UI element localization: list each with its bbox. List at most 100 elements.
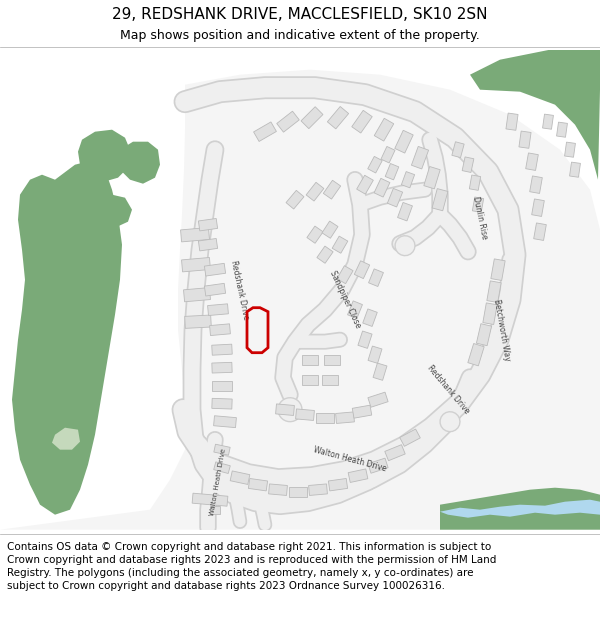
Bar (182, 258, 211, 272)
Bar (347, 301, 362, 319)
Bar (210, 506, 220, 514)
Bar (565, 142, 575, 158)
Bar (317, 246, 333, 263)
Bar (476, 324, 491, 346)
Text: Map shows position and indicative extent of the property.: Map shows position and indicative extent… (120, 29, 480, 42)
Bar (332, 236, 348, 253)
Bar (385, 444, 405, 461)
Polygon shape (440, 488, 600, 530)
Bar (302, 374, 318, 384)
Bar (289, 487, 307, 497)
Bar (363, 309, 377, 326)
Bar (322, 221, 338, 238)
Bar (368, 156, 382, 173)
Bar (328, 106, 349, 129)
Bar (302, 355, 318, 364)
Bar (398, 202, 412, 221)
Bar (308, 484, 328, 496)
Bar (400, 429, 420, 446)
Bar (358, 331, 372, 348)
Bar (214, 462, 230, 474)
Bar (395, 130, 413, 153)
Bar (368, 269, 383, 286)
Text: Betchworth Way: Betchworth Way (492, 298, 512, 361)
Text: Walton Heath Drive: Walton Heath Drive (209, 448, 227, 516)
Bar (468, 344, 484, 366)
Bar (542, 114, 553, 129)
Bar (557, 122, 568, 138)
Text: Redshank Drive: Redshank Drive (229, 259, 251, 320)
Bar (323, 180, 341, 199)
Polygon shape (97, 194, 132, 228)
Bar (526, 153, 538, 171)
Polygon shape (0, 69, 600, 530)
Bar (491, 259, 505, 281)
Bar (205, 283, 226, 296)
Bar (212, 381, 232, 391)
Bar (269, 484, 287, 496)
Bar (212, 398, 232, 409)
Bar (483, 303, 497, 324)
Bar (212, 344, 232, 355)
Bar (214, 444, 230, 455)
Bar (307, 226, 323, 243)
Bar (184, 288, 211, 302)
Bar (354, 261, 370, 279)
Bar (569, 162, 580, 177)
Bar (286, 191, 304, 209)
Bar (301, 107, 323, 129)
Bar (209, 324, 230, 336)
Bar (472, 197, 484, 212)
Text: 29, REDSHANK DRIVE, MACCLESFIELD, SK10 2SN: 29, REDSHANK DRIVE, MACCLESFIELD, SK10 2… (112, 6, 488, 21)
Bar (208, 304, 229, 316)
Text: Walton Heath Drive: Walton Heath Drive (313, 446, 388, 474)
Bar (192, 493, 228, 506)
Bar (401, 172, 415, 187)
Bar (432, 189, 448, 211)
Bar (532, 199, 544, 216)
Bar (368, 458, 388, 473)
Bar (412, 146, 428, 169)
Bar (316, 412, 334, 422)
Bar (212, 362, 232, 373)
Bar (487, 281, 501, 302)
Polygon shape (440, 412, 460, 432)
Bar (462, 157, 474, 172)
Bar (373, 363, 387, 381)
Bar (452, 142, 464, 158)
Bar (324, 355, 340, 364)
Bar (199, 239, 218, 251)
Bar (328, 479, 347, 491)
Bar (306, 182, 324, 201)
Polygon shape (78, 129, 130, 182)
Bar (506, 113, 518, 130)
Bar (368, 346, 382, 363)
Bar (533, 223, 547, 241)
Bar (214, 416, 236, 428)
Polygon shape (52, 428, 80, 450)
Bar (385, 164, 399, 180)
Bar (348, 469, 368, 482)
Bar (296, 409, 314, 421)
Bar (277, 111, 299, 132)
Polygon shape (278, 398, 302, 422)
Text: Redshank Drive: Redshank Drive (425, 364, 471, 416)
Bar (352, 405, 372, 418)
Polygon shape (440, 500, 600, 518)
Bar (185, 315, 211, 328)
Bar (368, 392, 388, 408)
Text: Sandpiper Close: Sandpiper Close (328, 269, 362, 330)
Bar (381, 146, 395, 163)
Bar (248, 479, 268, 491)
Bar (519, 131, 531, 148)
Bar (469, 175, 481, 191)
Bar (530, 176, 542, 193)
Bar (388, 188, 403, 207)
Bar (335, 412, 355, 424)
Bar (374, 118, 394, 141)
Polygon shape (12, 159, 122, 515)
Bar (205, 263, 226, 276)
Bar (352, 111, 372, 133)
Bar (356, 175, 373, 194)
Bar (424, 166, 440, 189)
